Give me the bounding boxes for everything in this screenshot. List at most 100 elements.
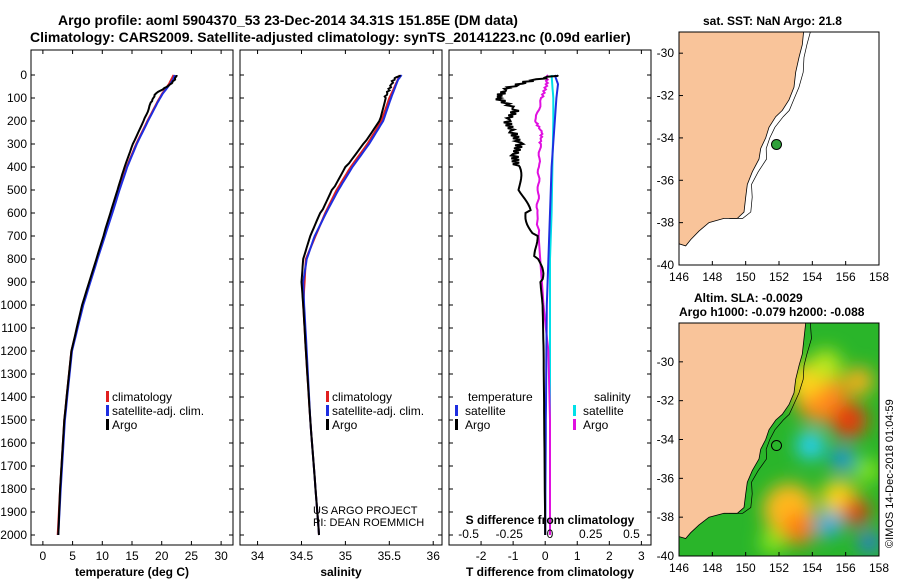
ytick-label: 1800 xyxy=(0,482,27,496)
legend-s-climatology-swatch xyxy=(326,391,329,402)
ytick-label: 2000 xyxy=(0,528,27,542)
map-ytick-label: -30 xyxy=(657,46,675,60)
ytick-label: 1500 xyxy=(0,413,27,427)
map-land xyxy=(679,32,804,247)
xtick-top-label-diff: 0.25 xyxy=(579,527,603,541)
legend-d-temperature-heading: temperature xyxy=(468,390,533,404)
legend-d-sargo: Argo xyxy=(583,418,609,432)
sla-anomaly xyxy=(760,530,785,555)
ytick-label: 1700 xyxy=(0,459,27,473)
ytick-label: 1000 xyxy=(0,298,27,312)
ytick-label: 1300 xyxy=(0,367,27,381)
xlabel-sal: salinity xyxy=(320,565,362,579)
argo-float-marker xyxy=(771,138,782,150)
ytick-label: 700 xyxy=(7,229,27,243)
legend-s-argo: Argo xyxy=(332,418,358,432)
argo-float-marker xyxy=(771,440,782,452)
sla-anomaly xyxy=(831,447,854,470)
map-ytick-label: -36 xyxy=(657,471,675,485)
map-xtick-label: 148 xyxy=(702,561,722,575)
map-ytick-label: -32 xyxy=(657,394,675,408)
series-diff-salinity-argo xyxy=(534,74,551,535)
xtick-label-temp: 10 xyxy=(96,549,110,563)
legend-d-tsat: satellite xyxy=(465,404,506,418)
legend-d-ssat: satellite xyxy=(583,404,624,418)
panel-frame-sal xyxy=(239,49,443,546)
legend-climatology-swatch xyxy=(106,391,109,402)
map-ytick-label: -34 xyxy=(657,131,675,145)
xlabel-top-diff: S difference from climatology xyxy=(466,513,635,527)
profile-panel-diff: -2 -1 0 1 2 3 T difference from climatology S d… xyxy=(448,49,652,579)
xtick-label-sal: 34 xyxy=(251,549,265,563)
xtick-label-diff: -2 xyxy=(476,549,487,563)
ytick-label: 800 xyxy=(7,252,27,266)
profile-panel-sal: 34 34.5 35 35.5 36 salinity xyxy=(239,49,443,579)
legend-argo-swatch xyxy=(106,419,109,430)
map-xtick-label: 154 xyxy=(802,561,822,575)
xtick-label-sal: 35 xyxy=(339,549,353,563)
legend-s-satellite: satellite-adj. clim. xyxy=(332,404,425,418)
xtick-label-temp: 15 xyxy=(125,549,139,563)
ytick-label: 1100 xyxy=(1,321,27,335)
profile-panel-temp: 0100200300400500600700800900100011001200… xyxy=(0,49,234,579)
legend-s-satellite-swatch xyxy=(326,405,329,416)
xtick-top-label-diff: -0.25 xyxy=(496,527,524,541)
sla-anomaly xyxy=(845,367,873,396)
series-temp-argo xyxy=(57,75,178,536)
ytick-label: 600 xyxy=(7,206,27,220)
sla-anomaly xyxy=(817,512,841,537)
map-xtick-label: 152 xyxy=(769,561,789,575)
xtick-label-sal: 36 xyxy=(427,549,441,563)
title-line-2: Climatology: CARS2009. Satellite-adjuste… xyxy=(30,29,631,45)
map-top-title: sat. SST: NaN Argo: 21.8 xyxy=(703,14,842,28)
xlabel-temp: temperature (deg C) xyxy=(75,565,189,579)
sla-anomaly xyxy=(841,497,870,526)
map-xtick-label: 148 xyxy=(702,270,722,284)
map-xtick-label: 156 xyxy=(836,270,856,284)
map-xtick-label: 150 xyxy=(736,561,756,575)
xtick-label-temp: 30 xyxy=(214,549,228,563)
xtick-label-temp: 5 xyxy=(69,549,76,563)
ytick-label: 100 xyxy=(7,91,27,105)
map-ytick-label: -40 xyxy=(657,549,675,563)
xtick-label-diff: -1 xyxy=(508,549,519,563)
ytick-label: 1900 xyxy=(0,505,27,519)
xtick-label-diff: 3 xyxy=(638,549,645,563)
map-ytick-label: -34 xyxy=(657,433,675,447)
map-ytick-label: -38 xyxy=(657,216,675,230)
sla-anomaly xyxy=(809,349,842,382)
sla-anomaly xyxy=(831,402,867,439)
map-isobath xyxy=(729,32,811,219)
xtick-label-diff: 2 xyxy=(606,549,613,563)
credit-vertical: ©IMOS 14-Dec-2018 01:04:59 xyxy=(884,399,896,548)
map-xtick-label: 154 xyxy=(802,270,822,284)
map-isobath xyxy=(729,323,812,514)
legend-argo: Argo xyxy=(112,418,138,432)
ytick-label: 200 xyxy=(7,114,27,128)
legend-d-targo-swatch xyxy=(455,419,458,430)
map-xtick-label: 146 xyxy=(669,270,689,284)
ytick-label: 1200 xyxy=(0,344,27,358)
xtick-label-diff: 1 xyxy=(574,549,581,563)
map-ytick-label: -40 xyxy=(657,258,675,272)
legend-s-argo-swatch xyxy=(326,419,329,430)
xtick-label-temp: 25 xyxy=(185,549,199,563)
sla-anomaly xyxy=(796,431,825,460)
map-ytick-label: -32 xyxy=(657,89,675,103)
map-xtick-label: 152 xyxy=(769,270,789,284)
sla-anomaly xyxy=(855,458,879,483)
xtick-label-sal: 35.5 xyxy=(378,549,402,563)
map-xtick-label: 150 xyxy=(736,270,756,284)
map-xtick-label: 158 xyxy=(869,270,889,284)
map-xtick-label: 156 xyxy=(836,561,856,575)
ytick-label: 300 xyxy=(7,137,27,151)
sst-map: 146 148 150 152 154 156 158 -30 -32 -34 -36 -38 -40 xyxy=(657,31,889,284)
sla-anomaly xyxy=(783,512,815,545)
map-xtick-label: 146 xyxy=(669,561,689,575)
series-diff-temperature-satellite xyxy=(544,74,560,536)
ytick-label: 900 xyxy=(7,275,27,289)
map-xtick-label: 158 xyxy=(869,561,889,575)
map-bottom-title-1: Altim. SLA: -0.0029 xyxy=(694,291,803,305)
map-bottom-title-2: Argo h1000: -0.079 h2000: -0.088 xyxy=(679,305,865,319)
